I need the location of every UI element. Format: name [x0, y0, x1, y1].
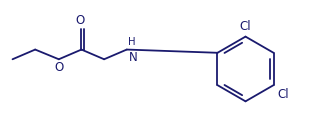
Text: Cl: Cl — [240, 20, 251, 33]
Text: O: O — [54, 61, 64, 74]
Text: N: N — [128, 51, 137, 64]
Text: O: O — [75, 14, 84, 27]
Text: H: H — [128, 37, 136, 47]
Text: Cl: Cl — [277, 88, 289, 101]
